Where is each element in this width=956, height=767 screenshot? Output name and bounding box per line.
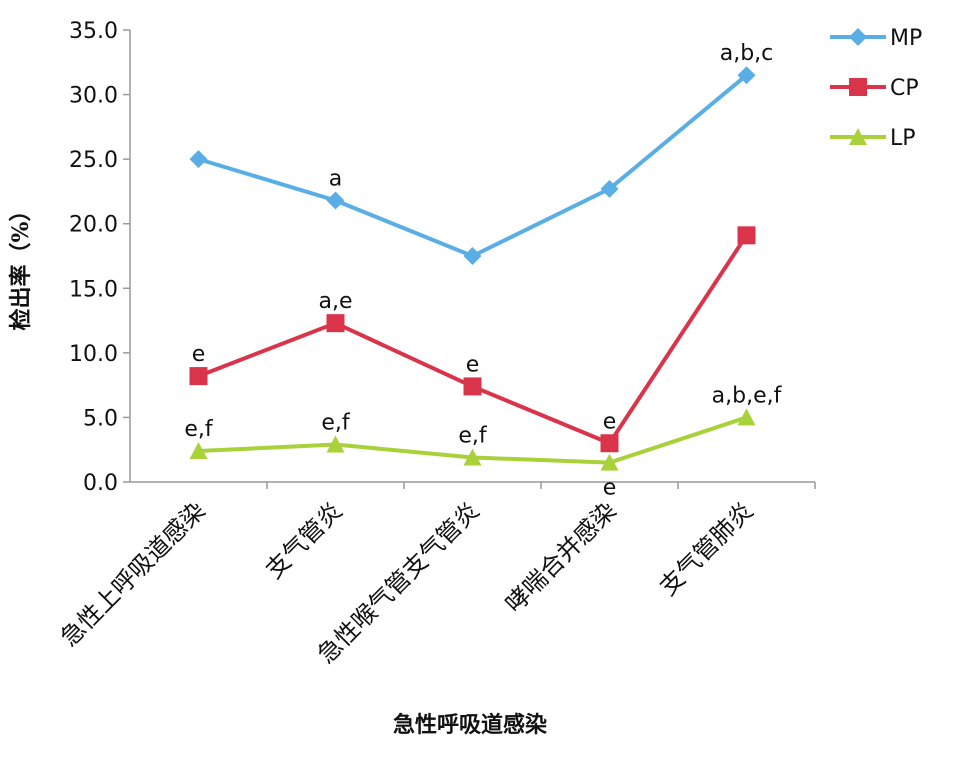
data-point bbox=[326, 314, 345, 333]
data-label: a,e bbox=[318, 289, 352, 314]
data-point bbox=[463, 448, 482, 466]
y-tick-label: 10.0 bbox=[69, 342, 118, 367]
y-tick-label: 20.0 bbox=[69, 213, 118, 238]
data-label: a,b,e,f bbox=[712, 383, 783, 408]
x-tick-label: 急性上呼吸道感染 bbox=[55, 496, 211, 652]
data-point bbox=[326, 435, 345, 453]
legend-label: CP bbox=[890, 76, 919, 101]
x-axis-title: 急性呼吸道感染 bbox=[393, 712, 547, 738]
data-label: a,b,c bbox=[720, 41, 774, 66]
data-label: a bbox=[329, 166, 342, 191]
legend-label: MP bbox=[890, 26, 922, 51]
y-tick-label: 15.0 bbox=[69, 277, 118, 302]
data-label: e bbox=[603, 409, 617, 434]
y-tick-label: 35.0 bbox=[69, 19, 118, 44]
x-tick-label: 哮喘合并感染 bbox=[500, 496, 622, 618]
data-point bbox=[326, 191, 345, 210]
legend-marker bbox=[849, 128, 867, 145]
legend-marker bbox=[849, 28, 867, 46]
series-line bbox=[197, 73, 748, 259]
data-point bbox=[737, 66, 756, 85]
data-point bbox=[189, 442, 208, 460]
series-line bbox=[197, 234, 749, 446]
legend-label: LP bbox=[890, 126, 916, 151]
data-label: e,f bbox=[184, 417, 214, 442]
y-tick-label: 25.0 bbox=[69, 148, 118, 173]
data-point bbox=[189, 367, 208, 386]
data-point bbox=[600, 453, 619, 471]
data-point bbox=[600, 434, 619, 453]
y-axis-title: 检出率（%） bbox=[8, 200, 34, 331]
data-point bbox=[463, 247, 482, 265]
y-tick-label: 5.0 bbox=[83, 406, 118, 431]
data-point bbox=[189, 150, 208, 169]
data-label: e,f bbox=[458, 423, 488, 448]
data-label: e bbox=[466, 352, 480, 377]
data-point bbox=[463, 377, 482, 396]
x-tick-label: 支气管肺炎 bbox=[654, 496, 759, 601]
data-label: e,f bbox=[321, 411, 351, 436]
data-point bbox=[737, 408, 756, 426]
data-point bbox=[600, 179, 619, 198]
y-tick-label: 30.0 bbox=[69, 84, 118, 109]
legend-marker bbox=[849, 78, 867, 96]
x-tick-label: 支气管炎 bbox=[260, 496, 348, 584]
data-label: e bbox=[192, 342, 206, 367]
data-label: e bbox=[603, 476, 617, 501]
data-point bbox=[737, 226, 756, 245]
y-tick-label: 0.0 bbox=[83, 471, 118, 496]
